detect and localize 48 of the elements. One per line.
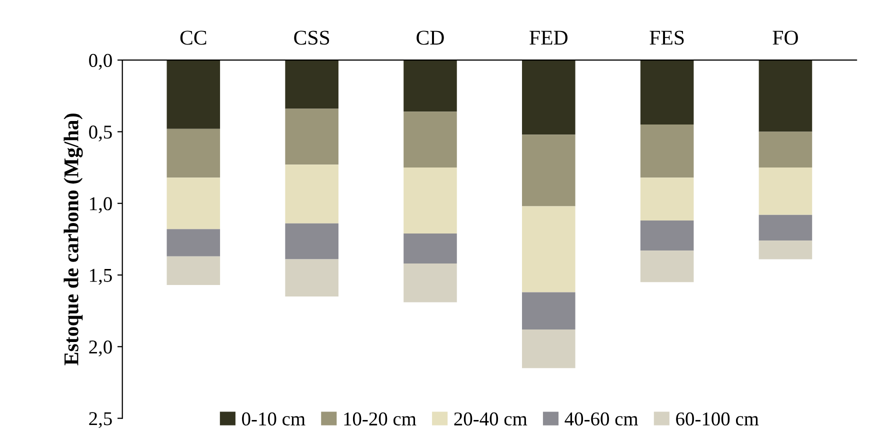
bar bbox=[404, 264, 457, 302]
bar bbox=[640, 178, 694, 221]
bar bbox=[285, 223, 338, 260]
bar bbox=[285, 108, 338, 165]
bar bbox=[640, 124, 694, 178]
bar bbox=[758, 214, 812, 241]
x-tick-label: FED bbox=[530, 30, 568, 45]
bar bbox=[522, 206, 576, 292]
bar bbox=[640, 220, 694, 251]
y-tick-label: 0,0 bbox=[89, 54, 112, 70]
bar bbox=[404, 112, 457, 168]
bar bbox=[166, 178, 220, 230]
y-tick-label: 2,0 bbox=[89, 340, 112, 356]
bar bbox=[285, 164, 338, 224]
bar bbox=[758, 132, 812, 168]
x-tick-label: CSS bbox=[294, 30, 330, 45]
legend-label: 20-40 cm bbox=[454, 412, 528, 426]
legend-label: 60-100 cm bbox=[676, 412, 759, 426]
y-tick-label: 2,5 bbox=[89, 412, 112, 428]
bar bbox=[285, 60, 338, 109]
bar bbox=[166, 256, 220, 286]
bar bbox=[285, 259, 338, 297]
bar bbox=[404, 60, 457, 112]
bar bbox=[404, 168, 457, 234]
legend-label: 0-10 cm bbox=[242, 412, 306, 426]
bar bbox=[758, 168, 812, 215]
y-tick-label: 0,5 bbox=[89, 126, 112, 142]
x-tick-label: CD bbox=[416, 30, 444, 45]
x-tick-label: CC bbox=[180, 30, 206, 45]
bar bbox=[522, 60, 576, 135]
x-tick-label: FO bbox=[772, 30, 798, 45]
bar bbox=[522, 329, 576, 368]
bar bbox=[166, 128, 220, 178]
bar bbox=[166, 60, 220, 129]
bar bbox=[758, 240, 812, 260]
legend-label: 40-60 cm bbox=[564, 412, 638, 426]
y-tick-label: 1,0 bbox=[90, 197, 112, 214]
legend-label: 10-20 cm bbox=[344, 412, 416, 426]
bar bbox=[404, 233, 457, 264]
y-axis-title: Estoque de carbono (Mg/ha) bbox=[64, 114, 83, 366]
bar bbox=[522, 292, 576, 330]
x-tick-label: FES bbox=[650, 30, 684, 45]
bar bbox=[166, 229, 220, 256]
bar bbox=[640, 250, 694, 282]
bar bbox=[758, 60, 812, 132]
y-tick-label: 1,5 bbox=[90, 268, 112, 285]
bar bbox=[640, 60, 694, 125]
bar bbox=[522, 134, 576, 206]
